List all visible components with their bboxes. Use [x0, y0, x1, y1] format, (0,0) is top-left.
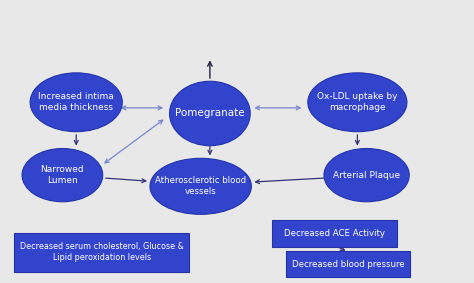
- Ellipse shape: [170, 81, 250, 146]
- Ellipse shape: [22, 149, 103, 202]
- Text: Increased intima
media thickness: Increased intima media thickness: [38, 92, 114, 112]
- Text: Decreased ACE Activity: Decreased ACE Activity: [284, 229, 385, 238]
- FancyBboxPatch shape: [272, 220, 397, 246]
- Text: Pomegranate: Pomegranate: [175, 108, 245, 119]
- Text: Atherosclerotic blood
vessels: Atherosclerotic blood vessels: [155, 176, 246, 196]
- Text: Narrowed
Lumen: Narrowed Lumen: [41, 165, 84, 185]
- Text: Decreased serum cholesterol, Glucose &
Lipid peroxidation levels: Decreased serum cholesterol, Glucose & L…: [19, 242, 183, 262]
- Ellipse shape: [150, 158, 251, 214]
- FancyBboxPatch shape: [286, 251, 410, 277]
- FancyBboxPatch shape: [14, 233, 189, 272]
- Text: Decreased blood pressure: Decreased blood pressure: [292, 260, 404, 269]
- Text: Arterial Plaque: Arterial Plaque: [333, 171, 400, 180]
- Ellipse shape: [324, 149, 409, 202]
- Ellipse shape: [308, 73, 407, 132]
- Text: Ox-LDL uptake by
macrophage: Ox-LDL uptake by macrophage: [317, 92, 398, 112]
- Ellipse shape: [30, 73, 122, 132]
